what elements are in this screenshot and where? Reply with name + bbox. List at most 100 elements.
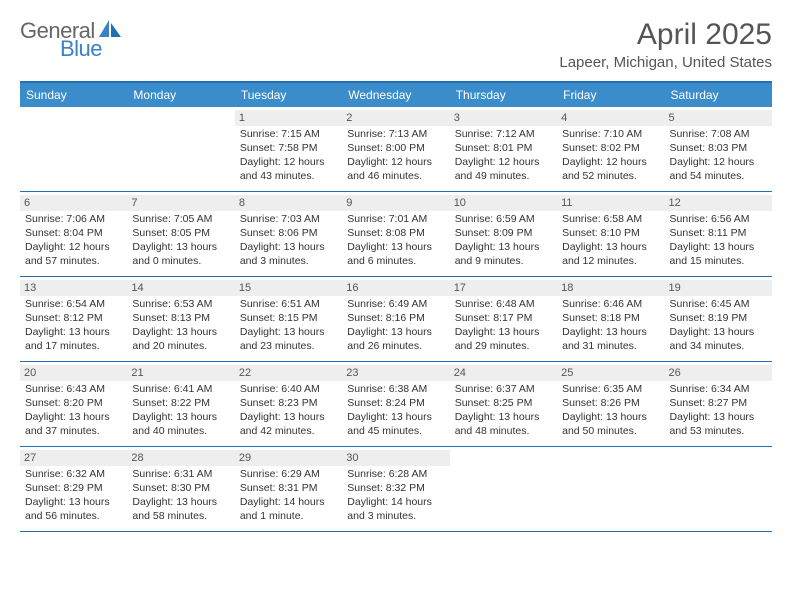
day-info-line: Sunrise: 6:29 AM (240, 468, 338, 482)
day-number: 29 (235, 450, 342, 466)
day-info-line: Daylight: 13 hours (670, 326, 768, 340)
day-number: 16 (342, 280, 449, 296)
day-info-line: and 42 minutes. (240, 425, 338, 439)
day-info: Sunrise: 6:38 AMSunset: 8:24 PMDaylight:… (347, 383, 445, 438)
day-info-line: Daylight: 12 hours (455, 156, 553, 170)
day-info-line: Daylight: 12 hours (25, 241, 123, 255)
calendar-cell: 1 Sunrise: 7:15 AMSunset: 7:58 PMDaylight… (235, 107, 342, 191)
day-number: 26 (665, 365, 772, 381)
day-info-line: and 12 minutes. (562, 255, 660, 269)
calendar-cell-empty (20, 107, 127, 191)
day-info-line: Sunset: 8:17 PM (455, 312, 553, 326)
calendar-cell: 8 Sunrise: 7:03 AMSunset: 8:06 PMDaylight… (235, 192, 342, 276)
day-number: 20 (20, 365, 127, 381)
weekday-header: Saturday (665, 83, 772, 107)
day-info-line: Sunrise: 6:41 AM (132, 383, 230, 397)
day-info-line: and 56 minutes. (25, 510, 123, 524)
day-info-line: Sunrise: 7:15 AM (240, 128, 338, 142)
day-info-line: Sunset: 8:29 PM (25, 482, 123, 496)
day-info-line: and 17 minutes. (25, 340, 123, 354)
day-info: Sunrise: 6:31 AMSunset: 8:30 PMDaylight:… (132, 468, 230, 523)
calendar-cell: 20Sunrise: 6:43 AMSunset: 8:20 PMDayligh… (20, 362, 127, 446)
weekday-header: Sunday (20, 83, 127, 107)
day-info-line: and 46 minutes. (347, 170, 445, 184)
day-info-line: and 40 minutes. (132, 425, 230, 439)
day-info-line: Daylight: 13 hours (455, 411, 553, 425)
day-info-line: Sunrise: 7:03 AM (240, 213, 338, 227)
day-info: Sunrise: 6:56 AMSunset: 8:11 PMDaylight:… (670, 213, 768, 268)
day-info-line: Daylight: 13 hours (347, 241, 445, 255)
calendar-row: 20 Sunrise: 6:43 AMSunset: 8:20 PM Dayligh… (20, 362, 772, 447)
day-info-line: Daylight: 12 hours (562, 156, 660, 170)
day-info-line: and 9 minutes. (455, 255, 553, 269)
weekday-header-row: SundayMondayTuesdayWednesdayThursdayFrid… (20, 83, 772, 107)
day-info: Sunrise: 7:06 AMSunset: 8:04 PMDaylight:… (25, 213, 123, 268)
day-info-line: Sunrise: 6:53 AM (132, 298, 230, 312)
day-info-line: Sunset: 8:10 PM (562, 227, 660, 241)
day-info-line: Sunset: 8:04 PM (25, 227, 123, 241)
day-info-line: Sunrise: 6:56 AM (670, 213, 768, 227)
day-info-line: Sunrise: 7:08 AM (670, 128, 768, 142)
day-info-line: Sunset: 8:30 PM (132, 482, 230, 496)
day-info-line: Sunset: 8:02 PM (562, 142, 660, 156)
day-info: Sunrise: 7:05 AMSunset: 8:05 PMDaylight:… (132, 213, 230, 268)
calendar-cell: 25Sunrise: 6:35 AMSunset: 8:26 PMDayligh… (557, 362, 664, 446)
calendar-cell: 2Sunrise: 7:13 AMSunset: 8:00 PMDaylight… (342, 107, 449, 191)
calendar-cell: 3Sunrise: 7:12 AMSunset: 8:01 PMDaylight… (450, 107, 557, 191)
day-info-line: Sunset: 8:11 PM (670, 227, 768, 241)
day-info-line: Sunrise: 6:31 AM (132, 468, 230, 482)
day-info-line: Sunrise: 6:34 AM (670, 383, 768, 397)
day-info-line: and 52 minutes. (562, 170, 660, 184)
day-number: 8 (235, 195, 342, 211)
day-info-line: Daylight: 14 hours (347, 496, 445, 510)
day-info: Sunrise: 7:15 AMSunset: 7:58 PMDaylight:… (240, 128, 338, 183)
day-info: Sunrise: 6:51 AMSunset: 8:15 PMDaylight:… (240, 298, 338, 353)
calendar-cell-empty (665, 447, 772, 531)
day-info-line: Daylight: 13 hours (240, 241, 338, 255)
day-info-line: Sunset: 8:01 PM (455, 142, 553, 156)
day-info: Sunrise: 6:59 AMSunset: 8:09 PMDaylight:… (455, 213, 553, 268)
day-info-line: Daylight: 13 hours (562, 241, 660, 255)
calendar-cell: 4Sunrise: 7:10 AMSunset: 8:02 PMDaylight… (557, 107, 664, 191)
day-info-line: and 53 minutes. (670, 425, 768, 439)
day-info-line: Sunset: 8:00 PM (347, 142, 445, 156)
day-info-line: Daylight: 12 hours (670, 156, 768, 170)
weekday-header: Monday (127, 83, 234, 107)
day-info-line: Sunset: 8:23 PM (240, 397, 338, 411)
day-info-line: Sunrise: 6:54 AM (25, 298, 123, 312)
calendar-cell-empty (127, 107, 234, 191)
day-info-line: Sunrise: 7:05 AM (132, 213, 230, 227)
day-number: 2 (342, 110, 449, 126)
day-number: 7 (127, 195, 234, 211)
day-info-line: and 49 minutes. (455, 170, 553, 184)
day-info-line: Sunrise: 6:58 AM (562, 213, 660, 227)
day-info-line: Sunrise: 6:43 AM (25, 383, 123, 397)
day-info: Sunrise: 6:28 AMSunset: 8:32 PMDaylight:… (347, 468, 445, 523)
logo-sail-icon (99, 20, 123, 43)
day-info-line: and 57 minutes. (25, 255, 123, 269)
day-info: Sunrise: 6:41 AMSunset: 8:22 PMDaylight:… (132, 383, 230, 438)
day-info-line: Daylight: 13 hours (240, 326, 338, 340)
calendar-cell: 12 Sunrise: 6:56 AMSunset: 8:11 PMDayligh… (665, 192, 772, 276)
day-info-line: and 45 minutes. (347, 425, 445, 439)
day-info-line: Sunset: 8:08 PM (347, 227, 445, 241)
day-info: Sunrise: 6:35 AMSunset: 8:26 PMDaylight:… (562, 383, 660, 438)
day-number: 23 (342, 365, 449, 381)
day-info-line: Daylight: 13 hours (670, 241, 768, 255)
day-info-line: Sunrise: 6:35 AM (562, 383, 660, 397)
day-number: 17 (450, 280, 557, 296)
day-number: 9 (342, 195, 449, 211)
day-info-line: Sunrise: 6:46 AM (562, 298, 660, 312)
day-info-line: and 31 minutes. (562, 340, 660, 354)
day-number: 1 (235, 110, 342, 126)
day-info: Sunrise: 6:45 AMSunset: 8:19 PMDaylight:… (670, 298, 768, 353)
day-info-line: Sunset: 8:09 PM (455, 227, 553, 241)
day-info-line: Sunset: 8:20 PM (25, 397, 123, 411)
day-info: Sunrise: 7:03 AMSunset: 8:06 PMDaylight:… (240, 213, 338, 268)
day-number: 11 (557, 195, 664, 211)
day-info: Sunrise: 6:53 AMSunset: 8:13 PMDaylight:… (132, 298, 230, 353)
day-number: 12 (665, 195, 772, 211)
day-info-line: Sunrise: 7:06 AM (25, 213, 123, 227)
day-info-line: Daylight: 14 hours (240, 496, 338, 510)
day-info-line: Sunrise: 6:38 AM (347, 383, 445, 397)
